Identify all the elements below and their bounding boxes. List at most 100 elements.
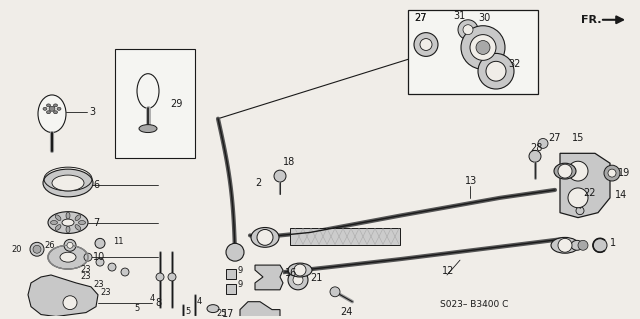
Circle shape bbox=[168, 273, 176, 281]
Circle shape bbox=[67, 242, 73, 248]
Ellipse shape bbox=[554, 163, 576, 179]
Text: 23: 23 bbox=[100, 288, 111, 297]
Text: S023– B3400 C: S023– B3400 C bbox=[440, 300, 508, 309]
Text: 2: 2 bbox=[255, 178, 261, 188]
Ellipse shape bbox=[48, 245, 88, 269]
Text: 27: 27 bbox=[548, 133, 561, 144]
Text: 4: 4 bbox=[150, 294, 155, 303]
Text: 14: 14 bbox=[615, 190, 627, 200]
Bar bbox=[226, 284, 236, 294]
Circle shape bbox=[84, 253, 92, 261]
Circle shape bbox=[463, 25, 473, 35]
Text: 5: 5 bbox=[185, 307, 190, 316]
Circle shape bbox=[608, 169, 616, 177]
Ellipse shape bbox=[288, 263, 312, 277]
Text: 8: 8 bbox=[155, 298, 161, 308]
Circle shape bbox=[486, 61, 506, 81]
Ellipse shape bbox=[137, 74, 159, 108]
Ellipse shape bbox=[66, 212, 70, 219]
Text: FR.: FR. bbox=[581, 15, 602, 25]
Circle shape bbox=[293, 275, 303, 285]
Circle shape bbox=[414, 33, 438, 56]
Ellipse shape bbox=[49, 106, 55, 111]
Circle shape bbox=[226, 243, 244, 261]
Ellipse shape bbox=[571, 240, 583, 250]
Circle shape bbox=[568, 188, 588, 208]
Ellipse shape bbox=[51, 220, 58, 225]
Circle shape bbox=[96, 258, 104, 266]
Text: 6: 6 bbox=[93, 180, 99, 190]
Circle shape bbox=[576, 207, 584, 215]
Ellipse shape bbox=[38, 95, 66, 133]
Circle shape bbox=[330, 287, 340, 297]
Circle shape bbox=[156, 273, 164, 281]
Circle shape bbox=[568, 161, 588, 181]
Text: 11: 11 bbox=[113, 237, 124, 246]
Ellipse shape bbox=[551, 237, 579, 253]
Bar bbox=[408, 10, 538, 94]
Circle shape bbox=[95, 238, 105, 248]
Circle shape bbox=[33, 245, 41, 253]
Ellipse shape bbox=[139, 125, 157, 133]
Polygon shape bbox=[560, 153, 610, 218]
Text: 21: 21 bbox=[310, 273, 323, 283]
Circle shape bbox=[558, 164, 572, 178]
Text: 10: 10 bbox=[93, 252, 105, 262]
Ellipse shape bbox=[251, 227, 279, 247]
Ellipse shape bbox=[48, 212, 88, 234]
Polygon shape bbox=[28, 275, 98, 316]
Circle shape bbox=[593, 238, 607, 252]
Text: 30: 30 bbox=[478, 13, 490, 23]
Ellipse shape bbox=[75, 225, 81, 230]
Ellipse shape bbox=[66, 226, 70, 233]
Ellipse shape bbox=[79, 220, 86, 225]
Text: 1: 1 bbox=[610, 238, 616, 248]
Text: 22: 22 bbox=[583, 188, 595, 198]
Circle shape bbox=[63, 296, 77, 310]
Circle shape bbox=[461, 26, 505, 69]
Circle shape bbox=[257, 229, 273, 245]
Text: 9: 9 bbox=[238, 280, 243, 289]
Bar bbox=[290, 227, 400, 245]
Text: 7: 7 bbox=[93, 218, 99, 227]
Ellipse shape bbox=[57, 107, 61, 110]
Ellipse shape bbox=[47, 104, 51, 107]
Text: 5: 5 bbox=[135, 304, 140, 313]
Circle shape bbox=[478, 53, 514, 89]
Circle shape bbox=[64, 239, 76, 251]
Text: 26: 26 bbox=[44, 241, 55, 250]
Circle shape bbox=[558, 238, 572, 252]
Ellipse shape bbox=[207, 305, 219, 313]
Text: 31: 31 bbox=[453, 11, 465, 21]
Bar bbox=[226, 269, 236, 279]
Polygon shape bbox=[255, 265, 283, 290]
Bar bbox=[115, 49, 195, 158]
Text: 19: 19 bbox=[618, 168, 630, 178]
Ellipse shape bbox=[55, 215, 61, 220]
Ellipse shape bbox=[60, 252, 76, 262]
Circle shape bbox=[274, 170, 286, 182]
Circle shape bbox=[121, 268, 129, 276]
Text: 3: 3 bbox=[89, 107, 95, 117]
Ellipse shape bbox=[55, 225, 61, 230]
Circle shape bbox=[288, 270, 308, 290]
Circle shape bbox=[470, 35, 496, 60]
Text: 17: 17 bbox=[222, 308, 234, 319]
Text: 27: 27 bbox=[414, 13, 426, 23]
Ellipse shape bbox=[62, 219, 74, 226]
Text: 13: 13 bbox=[465, 176, 477, 186]
Text: 20: 20 bbox=[12, 245, 22, 254]
Ellipse shape bbox=[54, 104, 58, 107]
Text: 27: 27 bbox=[414, 13, 426, 23]
Text: 28: 28 bbox=[530, 143, 542, 153]
Ellipse shape bbox=[43, 169, 93, 197]
Ellipse shape bbox=[52, 175, 84, 191]
Ellipse shape bbox=[54, 111, 58, 114]
Text: 24: 24 bbox=[340, 307, 353, 316]
Circle shape bbox=[294, 264, 306, 276]
Circle shape bbox=[108, 263, 116, 271]
Ellipse shape bbox=[75, 215, 81, 220]
Text: 25: 25 bbox=[216, 309, 227, 318]
Text: 29: 29 bbox=[170, 99, 182, 109]
Text: 4: 4 bbox=[197, 297, 202, 306]
